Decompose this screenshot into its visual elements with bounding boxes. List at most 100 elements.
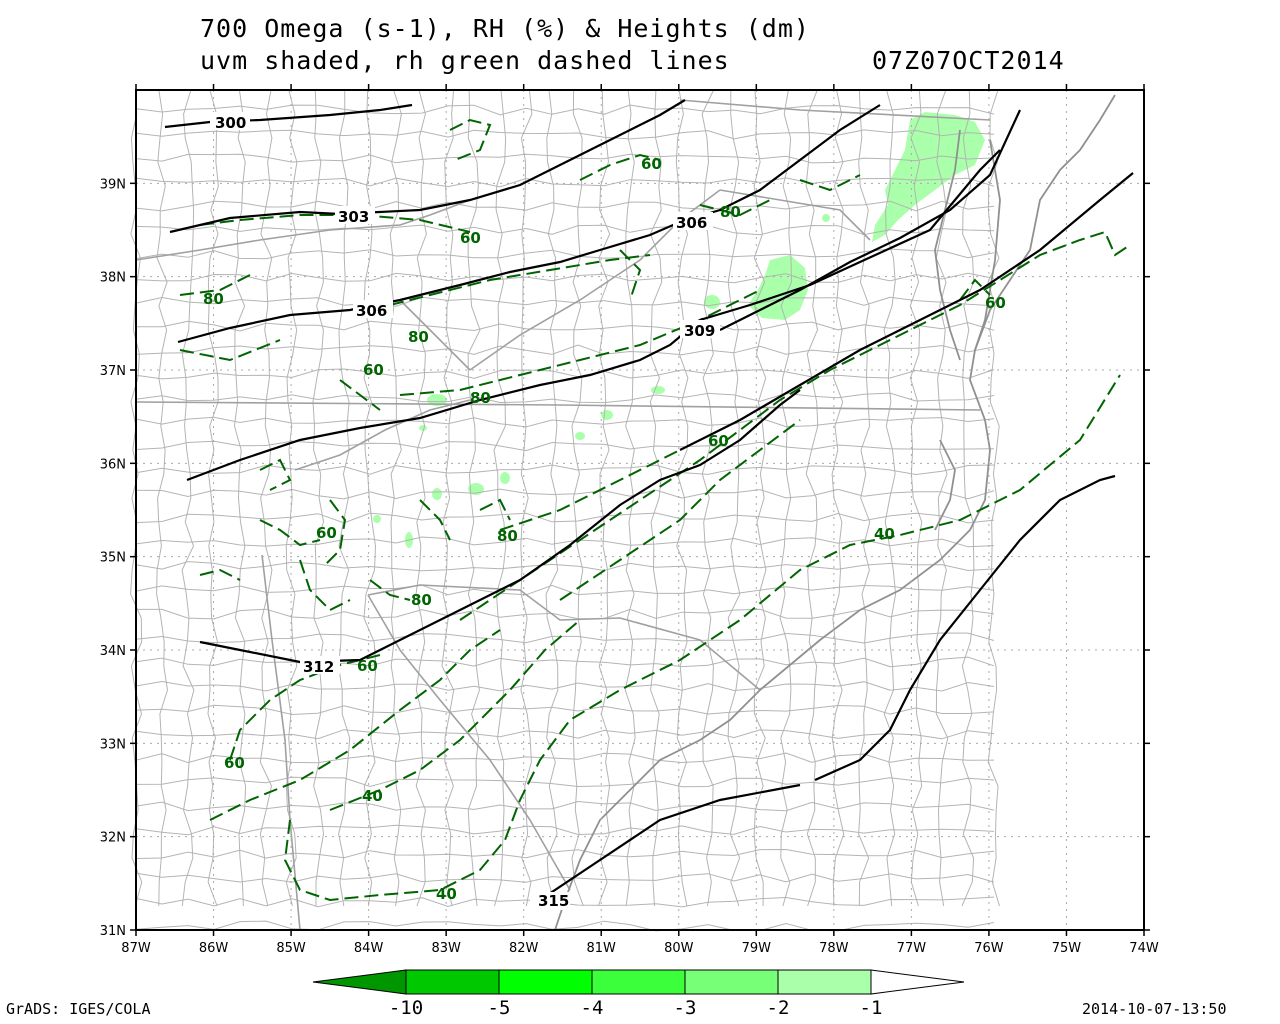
county-line (135, 296, 995, 307)
colorbar-segment (312, 969, 407, 995)
rh-60-n (389, 254, 651, 306)
lon-label: 74W (1129, 941, 1159, 956)
omega-area-dc (872, 112, 985, 242)
lat-label: 35N (100, 551, 126, 566)
valid-time: 07Z07OCT2014 (872, 46, 1065, 75)
colorbar-segment (684, 969, 779, 995)
county-line (135, 368, 995, 380)
lon-label: 77W (897, 941, 927, 956)
map-axes: 31N 32N 33N 34N 35N 36N 37N 38N 39N 87W 86W 85W 84W 8… (100, 84, 1159, 956)
county-line (135, 872, 995, 883)
county-line (135, 656, 995, 668)
omega-area-va (748, 255, 808, 320)
omega-colorbar: -10 -5 -4 -3 -2 -1 (312, 969, 965, 1019)
rh-label: 60 (985, 294, 1006, 312)
omega-area-6 (500, 472, 510, 484)
county-line (649, 89, 663, 907)
rh-contours (179, 118, 1131, 902)
county-line (135, 752, 995, 764)
lon-label: 81W (587, 941, 617, 956)
height-315 (539, 474, 1116, 901)
rh-small-16 (199, 568, 241, 581)
height-label-315: 315 (538, 892, 569, 910)
county-line (135, 800, 995, 812)
rh-60-c (459, 230, 1131, 621)
height-label-309: 309 (684, 322, 715, 340)
lon-label: 82W (509, 941, 539, 956)
rh-small-11 (419, 499, 451, 541)
rh-small-1 (449, 118, 492, 161)
county-line (135, 512, 995, 524)
county-line (135, 704, 995, 716)
county-line (493, 89, 507, 907)
rh-60-a (209, 629, 501, 821)
county-line (135, 440, 995, 452)
lat-label: 36N (100, 457, 126, 472)
height-label-306-e: 306 (676, 214, 707, 232)
lat-label: 39N (100, 177, 126, 192)
pamlico (934, 439, 956, 531)
height-contours (164, 99, 1134, 901)
nc-sc-border (367, 584, 761, 691)
county-line (136, 320, 995, 332)
lon-label: 86W (199, 941, 229, 956)
height-303 (169, 99, 686, 234)
colorbar-segment (591, 969, 686, 995)
footer-credit: GrADS: IGES/COLA (6, 1000, 151, 1018)
county-line (135, 536, 995, 548)
county-line (312, 89, 325, 906)
rh-small-13 (619, 249, 642, 301)
county-line (135, 392, 995, 404)
rh-small-15 (959, 278, 991, 301)
lat-label: 32N (100, 831, 126, 846)
rh-small-10 (339, 379, 381, 411)
lat-label: 38N (100, 271, 126, 286)
county-line (441, 89, 455, 907)
lon-label: 80W (664, 941, 694, 956)
county-line (156, 89, 169, 907)
coastline (554, 94, 1116, 931)
ky-wv-border (399, 299, 471, 371)
rh-label: 80 (203, 290, 224, 308)
ga-sc-border (367, 594, 571, 891)
county-boundaries (130, 89, 1000, 932)
colorbar-segment (405, 969, 500, 995)
county-line (135, 177, 995, 188)
county-line (259, 89, 273, 907)
county-line (135, 680, 995, 692)
county-line (135, 488, 995, 500)
omega-area-11 (822, 214, 830, 222)
county-line (135, 129, 995, 140)
map-title-line2: uvm shaded, rh green dashed lines (200, 46, 730, 75)
county-line (545, 89, 559, 907)
lon-label: 78W (819, 941, 849, 956)
lat-label: 31N (100, 924, 126, 939)
height-label-306-w: 306 (356, 302, 387, 320)
rh-label: 40 (874, 525, 895, 543)
colorbar-label: -1 (860, 997, 883, 1019)
lon-label: 87W (121, 941, 151, 956)
county-line (467, 89, 481, 907)
rh-labels: 60 80 80 80 60 60 80 60 80 60 80 60 80 6… (203, 155, 1006, 903)
rh-small-9 (179, 339, 281, 362)
rh-80-a (499, 449, 681, 531)
county-line (363, 89, 377, 907)
county-line (135, 584, 995, 596)
lon-label: 79W (742, 941, 772, 956)
county-line (135, 561, 995, 572)
rh-label: 60 (357, 657, 378, 675)
map-border (135, 89, 1145, 931)
colorbar-segment (870, 969, 965, 995)
height-label-303: 303 (338, 208, 369, 226)
county-line (858, 89, 871, 907)
county-line (135, 104, 995, 116)
county-line (135, 200, 995, 212)
state-boundaries (135, 99, 991, 931)
height-309-b (679, 172, 1134, 451)
omega-shading (373, 112, 985, 548)
height-label-312: 312 (303, 658, 334, 676)
height-309 (186, 149, 1001, 482)
rh-label: 60 (316, 524, 337, 542)
rh-small-12 (479, 498, 511, 521)
